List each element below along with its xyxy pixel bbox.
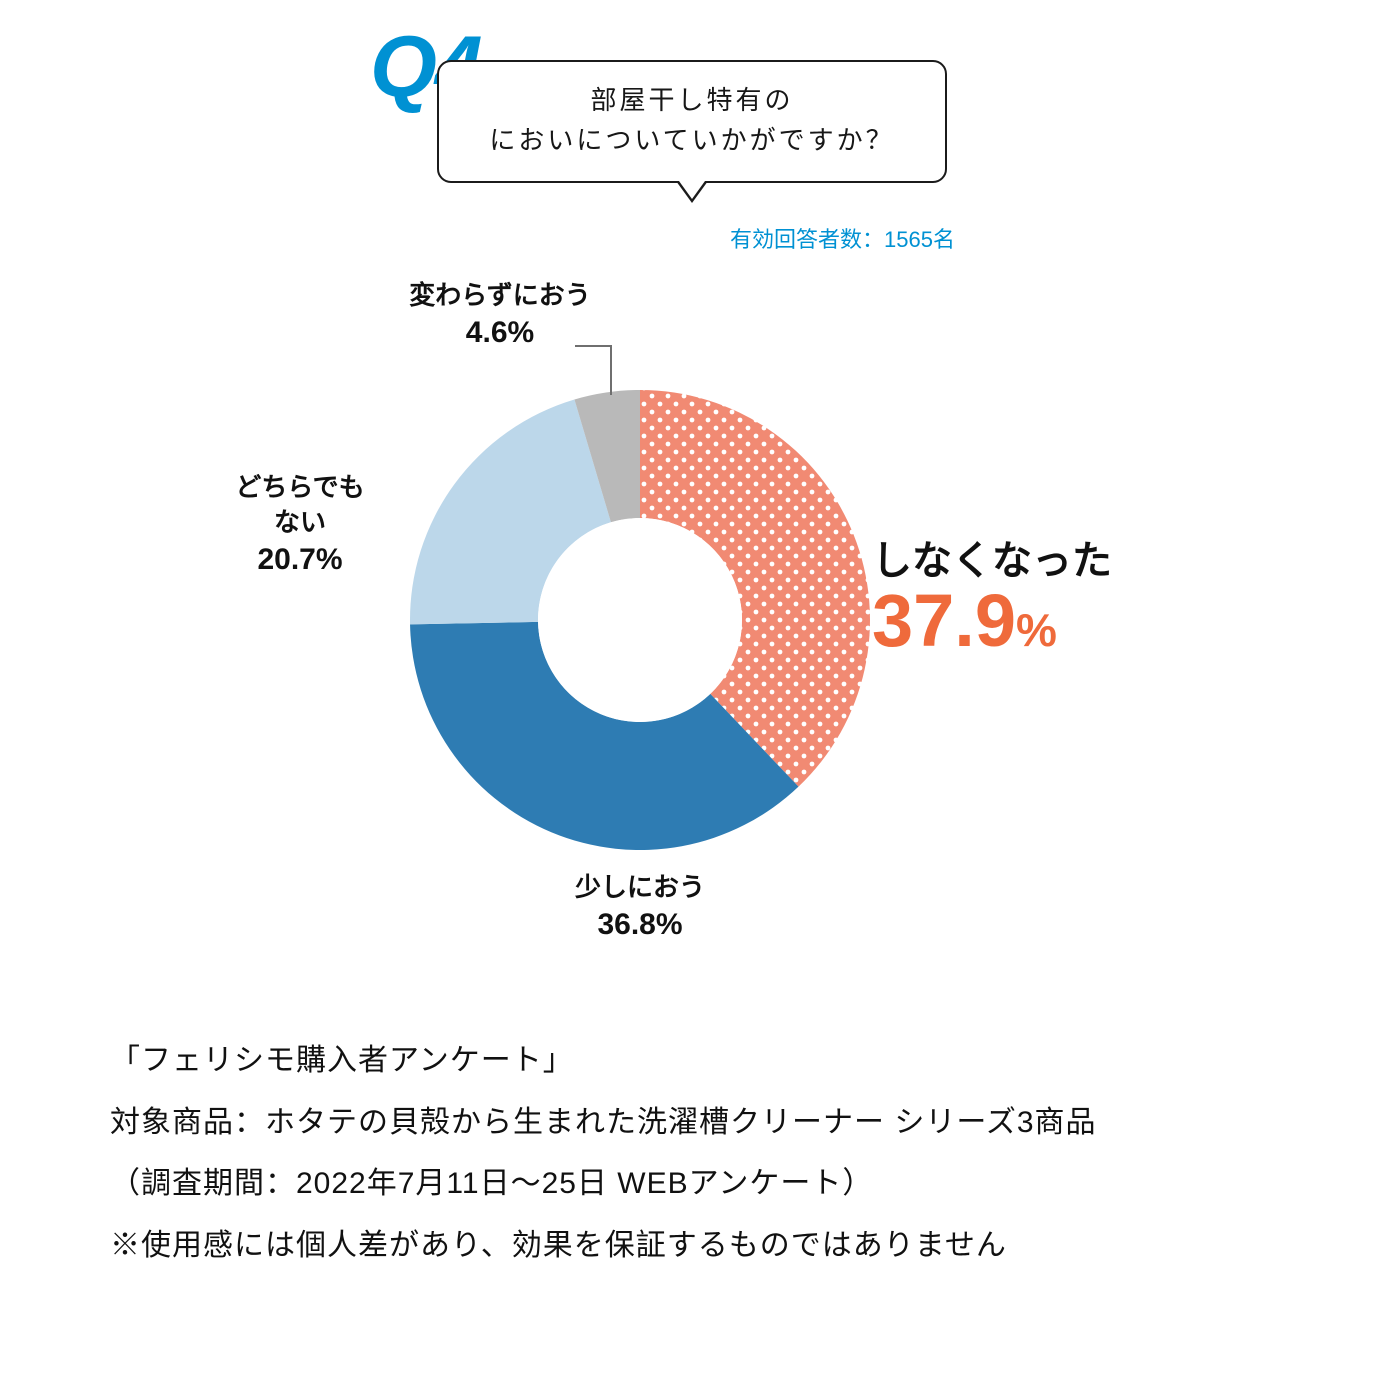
donut-hole xyxy=(538,518,742,722)
footer-line: （調査期間：2022年7月11日〜25日 WEBアンケート） xyxy=(110,1153,1340,1215)
footer-line: ※使用感には個人差があり、効果を保証するものではありません xyxy=(110,1215,1340,1277)
slice-pct: 36.8% xyxy=(490,905,790,946)
slice-name: 少しにおう xyxy=(490,870,790,905)
footer-line: 「フェリシモ購入者アンケート」 xyxy=(110,1030,1340,1092)
slice-pct: 20.7% xyxy=(200,540,400,581)
slice-name: 変わらずにおう xyxy=(380,278,620,313)
slice-label-a-little: 少しにおう 36.8% xyxy=(490,870,790,946)
slice-pct: 37.9% xyxy=(872,582,1112,660)
footer-line: 対象商品：ホタテの貝殻から生まれた洗濯槽クリーナー シリーズ3商品 xyxy=(110,1092,1340,1154)
footer-notes: 「フェリシモ購入者アンケート」 対象商品：ホタテの貝殻から生まれた洗濯槽クリーナ… xyxy=(110,1030,1340,1276)
slice-label-neither: どちらでもない 20.7% xyxy=(200,470,400,581)
slice-name: しなくなった xyxy=(872,540,1112,582)
slice-label-unchanged: 変わらずにおう 4.6% xyxy=(380,278,620,354)
slice-pct: 4.6% xyxy=(380,313,620,354)
slice-label-gone: しなくなった 37.9% xyxy=(872,540,1112,660)
slice-name: どちらでもない xyxy=(200,470,400,540)
